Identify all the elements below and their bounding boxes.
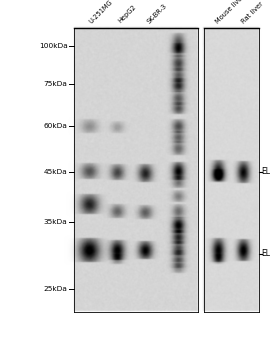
Text: 35kDa: 35kDa — [44, 219, 68, 225]
Text: ELOVL6: ELOVL6 — [261, 167, 270, 176]
Text: HepG2: HepG2 — [117, 4, 137, 25]
Text: Mouse liver: Mouse liver — [214, 0, 246, 25]
Text: Rat liver: Rat liver — [240, 1, 264, 24]
Text: 100kDa: 100kDa — [39, 42, 68, 49]
Text: U-251MG: U-251MG — [87, 0, 113, 25]
Text: 60kDa: 60kDa — [44, 123, 68, 129]
Text: ELOVL6: ELOVL6 — [261, 249, 270, 258]
Text: 75kDa: 75kDa — [44, 81, 68, 87]
Text: SK-BR-3: SK-BR-3 — [146, 2, 168, 24]
Text: 45kDa: 45kDa — [44, 168, 68, 175]
Text: 25kDa: 25kDa — [44, 286, 68, 292]
